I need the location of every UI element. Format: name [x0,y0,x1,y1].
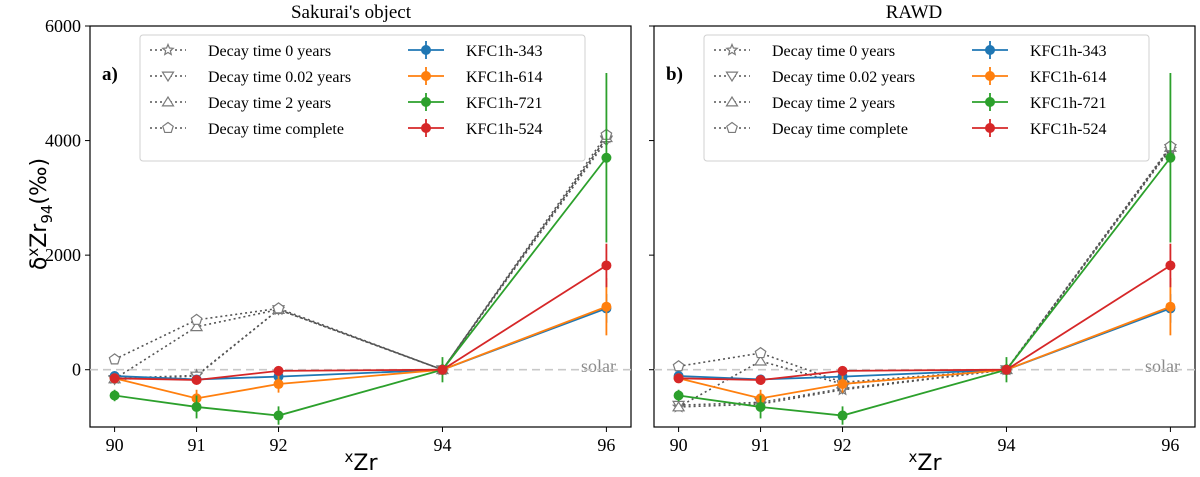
panel-rawd: RAWD b) solar 90 91 92 94 96 Decay time 0 ye… [649,2,1196,476]
panel-title: Sakurai's object [291,2,412,23]
legend-data-label: KFC1h-614 [1030,69,1106,86]
y-tick-label: 4000 [45,131,81,151]
legend-data-marker [421,123,431,133]
data-point [601,152,612,163]
data-point [601,260,612,271]
y-tick-label: 2000 [45,245,81,265]
x-tick-label: 92 [834,435,852,455]
x-tick-label: 91 [188,435,206,455]
solar-label: solar [1145,356,1180,376]
panel-label: b) [666,64,683,85]
x-axis-label: xZr [344,448,378,476]
x-axis-label: xZr [908,448,942,476]
legend-box [703,34,1150,162]
data-point [1165,301,1176,312]
legend-data-label: KFC1h-721 [1030,95,1106,112]
legend-model-marker [161,95,175,107]
legend-model-marker [161,71,175,83]
model-point [672,400,686,412]
legend-data-marker [985,45,995,55]
legend-data-label: KFC1h-524 [1030,121,1106,138]
data-point [1165,260,1176,271]
solar-label: solar [581,356,616,376]
data-point [837,379,848,390]
legend-data-marker [421,97,431,107]
legend-data-label: KFC1h-343 [1030,43,1106,60]
legend-model-marker [162,121,174,134]
legend-model-marker [725,95,739,107]
x-tick-label: 96 [1161,435,1179,455]
y-tick-label: 0 [72,360,81,380]
legend-data-marker [421,71,431,81]
data-point [1001,364,1012,375]
data-point [837,410,848,421]
legend-model-label: Decay time 0 years [208,43,331,60]
model-point [190,313,203,325]
legend-model-marker [725,71,739,83]
legend-model-label: Decay time complete [208,121,344,138]
legend-data-marker [985,71,995,81]
model-point [672,360,685,372]
data-point [191,375,202,386]
panel-label: a) [102,64,118,85]
legend-data-marker [985,97,995,107]
legend-data-label: KFC1h-524 [466,121,542,138]
data-point [673,373,684,384]
model-line [114,134,608,371]
x-tick-label: 90 [106,435,124,455]
data-point [109,390,120,401]
data-point [109,373,120,384]
x-tick-label: 92 [270,435,288,455]
legend-data-label: KFC1h-614 [466,69,542,86]
model-point [108,353,121,365]
model-line [114,140,608,381]
legend-data-marker [985,123,995,133]
model-point [189,320,204,332]
data-point [191,401,202,412]
x-tick-label: 91 [752,435,770,455]
legend-model-marker [161,42,175,56]
data-point [273,365,284,376]
legend-model-label: Decay time 0.02 years [208,69,351,86]
data-point [755,375,766,386]
x-tick-label: 94 [997,435,1015,455]
legend-model-label: Decay time 2 years [208,95,331,112]
y-tick-label: 6000 [45,16,81,36]
data-point [273,410,284,421]
panel-sakurais-object: Sakurai's object a) solar 90 91 92 94 96 0 200… [45,2,632,476]
data-point [601,301,612,312]
x-tick-label: 94 [433,435,451,455]
data-point [837,365,848,376]
panel-title: RAWD [886,2,943,23]
x-tick-label: 90 [670,435,688,455]
x-tick-label: 96 [597,435,615,455]
legend-model-label: Decay time 0 years [772,43,895,60]
data-point [755,401,766,412]
data-point [1165,152,1176,163]
model-point [272,302,285,314]
legend-data-label: KFC1h-343 [466,43,542,60]
model-point [754,346,767,359]
legend-model-label: Decay time 2 years [772,95,895,112]
data-point [673,390,684,401]
model-point [753,355,768,366]
legend-model-marker [725,42,739,56]
legend-box [139,34,586,162]
legend-model-label: Decay time complete [772,121,908,138]
data-point [437,364,448,375]
legend-model-marker [726,121,738,134]
y-axis-label: δxZr94(‰) [24,158,56,270]
data-point [273,379,284,390]
legend-model-label: Decay time 0.02 years [772,69,915,86]
legend-data-label: KFC1h-721 [466,95,542,112]
legend-data-marker [421,45,431,55]
